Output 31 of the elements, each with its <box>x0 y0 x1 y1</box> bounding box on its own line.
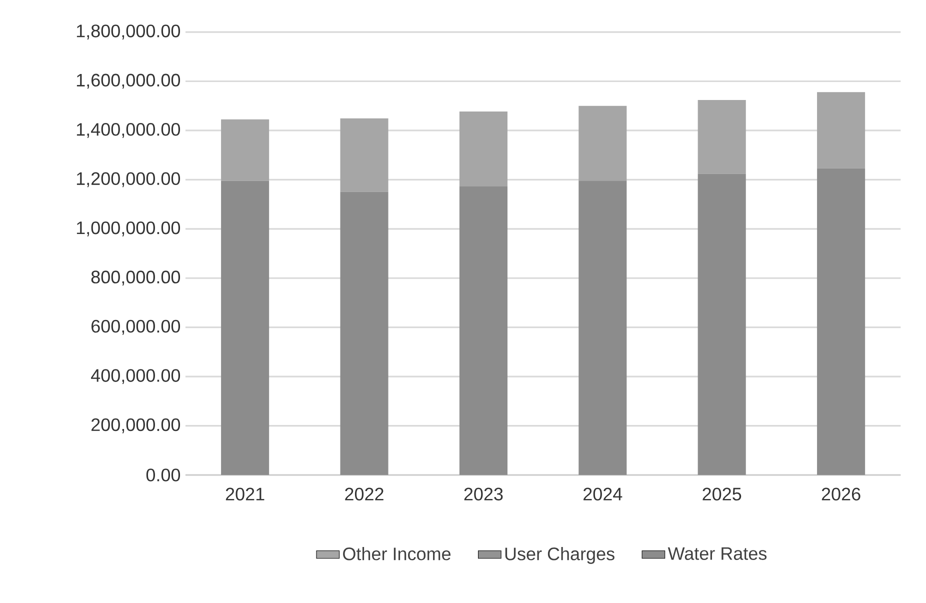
x-tick-label: 2021 <box>226 488 264 500</box>
legend-label: User Charges <box>505 547 614 564</box>
bar <box>221 180 270 475</box>
bar <box>817 92 866 168</box>
bar <box>459 186 508 475</box>
bar <box>817 168 866 475</box>
bar <box>459 111 508 186</box>
y-tick-label: 200,000.00 <box>92 418 180 434</box>
y-tick-label: 600,000.00 <box>92 320 180 335</box>
x-tick-label: 2026 <box>822 488 860 500</box>
bar <box>698 100 746 174</box>
y-tick-label: 400,000.00 <box>91 369 180 384</box>
bar <box>340 118 388 192</box>
y-tick-label: 1,000,000.00 <box>76 221 180 236</box>
legend-label: Other Income <box>343 547 451 560</box>
y-tick-label: 1,400,000.00 <box>76 122 180 138</box>
bar <box>221 119 270 181</box>
y-tick-label: 1,800,000.00 <box>76 24 180 40</box>
x-tick-label: 2022 <box>345 488 384 500</box>
y-tick-label: 1,200,000.00 <box>76 172 180 188</box>
bar <box>340 192 388 475</box>
x-tick-label: 2023 <box>464 488 503 500</box>
legend-label: Water Rates <box>668 547 767 560</box>
y-tick-label: 0.00 <box>146 468 180 482</box>
bar <box>698 174 746 475</box>
bar <box>578 180 627 475</box>
x-tick-label: 2024 <box>584 488 622 500</box>
y-tick-label: 800,000.00 <box>91 270 180 286</box>
x-tick-label: 2025 <box>702 488 742 500</box>
y-tick-label: 1,600,000.00 <box>76 74 180 89</box>
bar <box>578 106 627 181</box>
